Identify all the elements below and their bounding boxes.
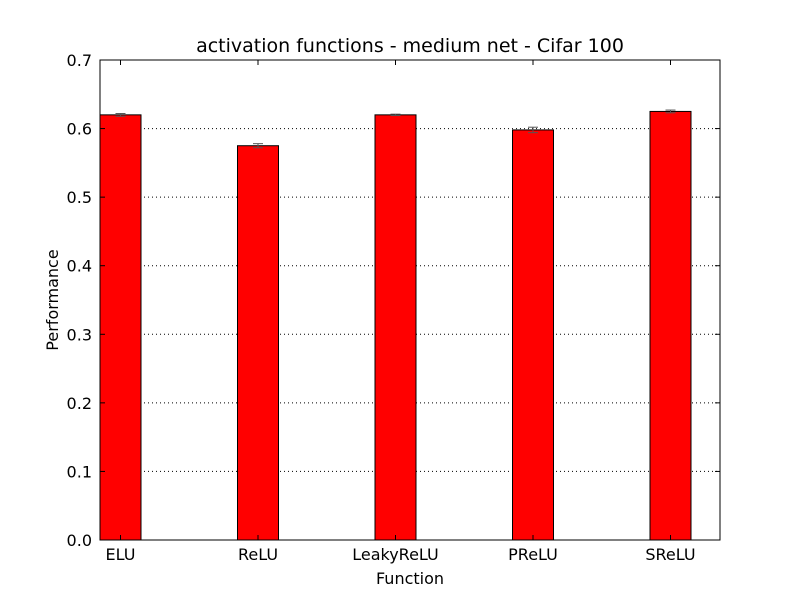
- bars: [99, 109, 692, 541]
- bar: [512, 129, 554, 541]
- y-tick-label: 0.2: [67, 394, 92, 413]
- bar: [237, 145, 279, 541]
- bar: [374, 114, 417, 541]
- y-tick-label: 0.4: [67, 257, 92, 276]
- y-tick-label: 0.5: [67, 188, 92, 207]
- x-tick-label: ReLU: [238, 545, 278, 564]
- chart-title: activation functions - medium net - Cifa…: [196, 35, 624, 57]
- y-tick-label: 0.7: [67, 51, 92, 70]
- y-tick-label: 0.1: [67, 462, 92, 481]
- ticks: 0.0 0.1 0.2 0.3 0.4 0.5 0.6 0.7 ELU ReLU LeakyReLU…: [67, 51, 720, 564]
- x-tick-label: SReLU: [645, 545, 695, 564]
- x-tick-label: PReLU: [508, 545, 558, 564]
- y-tick-label: 0.6: [67, 120, 92, 139]
- x-axis-label: Function: [376, 569, 444, 588]
- x-tick-label: ELU: [106, 545, 136, 564]
- bar: [99, 114, 142, 541]
- bar: [649, 110, 692, 541]
- gridlines: [100, 128, 720, 472]
- plot-frame: [99, 59, 721, 541]
- x-tick-label: LeakyReLU: [352, 545, 439, 564]
- y-tick-label: 0.3: [67, 325, 92, 344]
- y-axis-label: Performance: [43, 249, 62, 350]
- y-tick-label: 0.0: [67, 531, 92, 550]
